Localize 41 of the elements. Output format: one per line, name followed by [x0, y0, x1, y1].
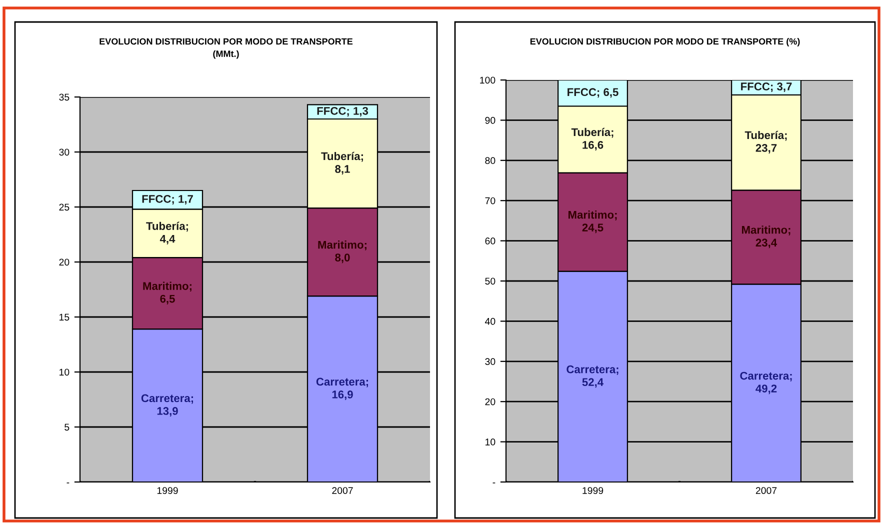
data-label: Tubería; 16,6: [571, 128, 614, 150]
data-label: Maritimo; 8,0: [318, 240, 366, 264]
y-tick-label: 20: [59, 258, 70, 266]
data-label: FFCC; 1,7: [142, 194, 193, 204]
y-tick-label: -: [492, 482, 496, 484]
x-tick-label: 1999: [582, 487, 604, 494]
y-tick-label: 15: [60, 314, 70, 321]
y-tick-label: 25: [59, 204, 70, 211]
data-label: Carretera; 52,4: [566, 365, 618, 388]
y-tick-label: 20: [485, 398, 496, 406]
x-tick-label: 2007: [332, 487, 353, 494]
y-tick-label: 10: [486, 438, 496, 446]
y-tick-label: 70: [485, 197, 496, 204]
data-label: Carretera; 16,9: [316, 378, 368, 400]
data-label: Maritimo; 24,5: [568, 210, 617, 234]
y-tick-label: 30: [59, 148, 70, 156]
data-label: FFCC; 3,7: [741, 82, 792, 92]
y-tick-label: 30: [485, 358, 496, 366]
chart-title: EVOLUCION DISTRIBUCION POR MODO DE TRANSPORTE (%): [530, 38, 800, 46]
y-tick-label: 5: [64, 424, 70, 431]
y-tick-label: 40: [484, 318, 496, 325]
data-label: Carretera; 13,9: [141, 394, 193, 417]
y-tick-label: 60: [485, 238, 496, 244]
data-label: Tubería; 4,4: [146, 222, 188, 244]
y-tick-label: 50: [485, 278, 496, 285]
y-tick-label: 10: [60, 368, 70, 376]
data-label: FFCC; 1,3: [317, 106, 368, 116]
data-label: Maritimo; 23,4: [742, 226, 790, 248]
y-tick-label: 80: [485, 157, 496, 164]
y-tick-label: 35: [59, 94, 70, 101]
chart-title: EVOLUCION DISTRIBUCION POR MODO DE TRANSPORTE (MMt.): [100, 38, 353, 59]
y-tick-label: -: [66, 482, 70, 484]
data-label: Maritimo; 6,5: [143, 282, 192, 304]
data-label: Tubería; 23,7: [744, 130, 787, 154]
y-tick-label: 90: [485, 116, 496, 124]
x-tick-label: 1999: [157, 487, 178, 494]
data-label: Tubería; 8,1: [321, 152, 363, 175]
y-tick-label: 100: [480, 76, 496, 84]
data-label: Carretera; 49,2: [740, 372, 792, 394]
x-tick-label: 2007: [756, 487, 777, 494]
data-label: FFCC; 6,5: [568, 88, 618, 98]
